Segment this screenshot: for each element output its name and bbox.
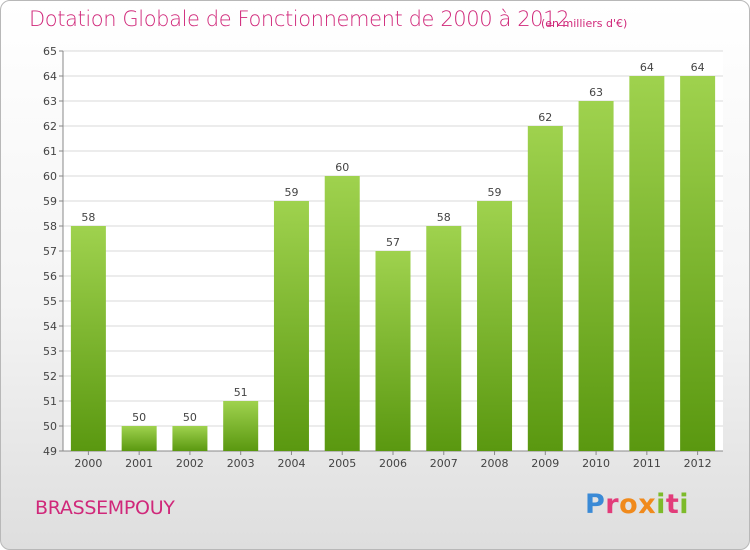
value-label-2001: 50 [132, 411, 146, 424]
x-tick-label-2012: 2012 [684, 457, 712, 470]
x-tick-label-2001: 2001 [125, 457, 153, 470]
x-tick-label-2005: 2005 [328, 457, 356, 470]
y-tick-label: 62 [43, 120, 57, 133]
unit-note: (en milliers d'€) [541, 17, 628, 30]
y-tick-label: 57 [43, 245, 57, 258]
commune-name: BRASSEMPOUY [35, 497, 175, 519]
value-label-2012: 64 [691, 61, 705, 74]
y-tick-label: 54 [43, 320, 57, 333]
bar-2011 [629, 76, 665, 451]
bar-2004 [273, 201, 309, 451]
y-tick-label: 56 [43, 270, 57, 283]
bar-2006 [375, 251, 411, 451]
x-tick-label-2002: 2002 [176, 457, 204, 470]
y-tick-label: 59 [43, 195, 57, 208]
x-tick-label-2010: 2010 [582, 457, 610, 470]
x-tick-label-2003: 2003 [227, 457, 255, 470]
bar-2007 [426, 226, 462, 451]
proxiti-logo: Proxiti [585, 489, 690, 520]
y-tick-label: 64 [43, 70, 57, 83]
bar-2010 [578, 101, 614, 451]
y-tick-label: 63 [43, 95, 57, 108]
value-label-2002: 50 [183, 411, 197, 424]
bar-2002 [172, 426, 208, 451]
x-tick-label-2007: 2007 [430, 457, 458, 470]
bar-2001 [121, 426, 157, 451]
chart-title: Dotation Globale de Fonctionnement de 20… [29, 7, 570, 31]
y-tick-label: 51 [43, 395, 57, 408]
x-tick-label-2000: 2000 [74, 457, 102, 470]
x-tick-label-2008: 2008 [481, 457, 509, 470]
x-tick-label-2011: 2011 [633, 457, 661, 470]
value-label-2008: 59 [488, 186, 502, 199]
y-tick-label: 50 [43, 420, 57, 433]
value-label-2006: 57 [386, 236, 400, 249]
value-label-2010: 63 [589, 86, 603, 99]
y-tick-label: 49 [43, 445, 57, 458]
value-label-2003: 51 [234, 386, 248, 399]
value-label-2005: 60 [335, 161, 349, 174]
y-tick-label: 52 [43, 370, 57, 383]
value-label-2009: 62 [538, 111, 552, 124]
bar-2009 [527, 126, 563, 451]
x-tick-label-2006: 2006 [379, 457, 407, 470]
bar-2008 [477, 201, 513, 451]
bar-2003 [223, 401, 259, 451]
y-tick-label: 60 [43, 170, 57, 183]
y-tick-label: 58 [43, 220, 57, 233]
x-tick-label-2009: 2009 [531, 457, 559, 470]
y-tick-label: 61 [43, 145, 57, 158]
bar-2012 [680, 76, 716, 451]
x-tick-label-2004: 2004 [277, 457, 305, 470]
bar-2000 [70, 226, 106, 451]
y-tick-label: 55 [43, 295, 57, 308]
value-label-2011: 64 [640, 61, 654, 74]
value-label-2004: 59 [284, 186, 298, 199]
bar-2005 [324, 176, 360, 451]
value-label-2000: 58 [81, 211, 95, 224]
y-tick-label: 53 [43, 345, 57, 358]
value-label-2007: 58 [437, 211, 451, 224]
y-tick-label: 65 [43, 45, 57, 58]
